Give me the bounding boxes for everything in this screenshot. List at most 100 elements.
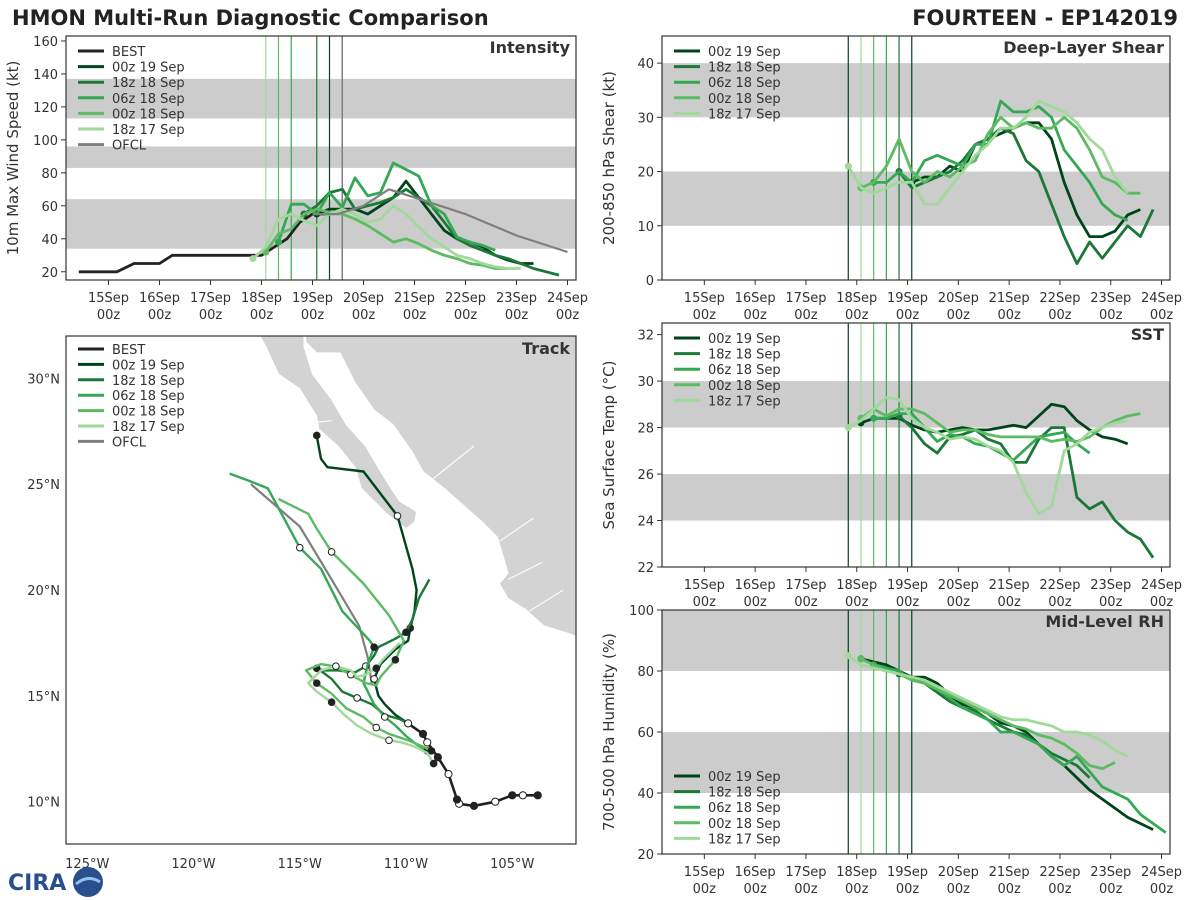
track-run-4-point-4 (385, 736, 393, 745)
track-run-3-point-20 (327, 548, 336, 556)
shear-ylabel: 200-850 hPa Shear (kt) (600, 71, 618, 245)
sst-xtick-hour-4: 00z (896, 595, 920, 610)
intensity-legend-label-3: 06z 18 Sep (112, 92, 185, 107)
intensity-ytick-label-2: 60 (41, 200, 58, 215)
intensity-legend-label-6: OFCL (112, 139, 147, 154)
intensity-xtick-day-7: 22Sep (445, 291, 486, 306)
shear-ytick-label-4: 40 (637, 57, 654, 72)
sst-xtick-day-0: 15Sep (684, 578, 725, 593)
intensity-frame (65, 35, 577, 281)
sst-xtick-hour-6: 00z (997, 595, 1021, 610)
rh-xtick-hour-3: 00z (845, 882, 869, 897)
rh-xtick-day-1: 16Sep (735, 865, 776, 880)
shear-series-4 (847, 99, 1129, 206)
rh-legend-label-3: 00z 18 Sep (708, 817, 781, 832)
rh-xtick-day-3: 18Sep (836, 865, 877, 880)
track-land-layer (259, 336, 576, 638)
track-run-4-point-12 (332, 662, 340, 671)
track-run-0-point-12 (393, 512, 402, 520)
sst-xtick-day-2: 17Sep (785, 578, 826, 593)
storm-id: FOURTEEN - EP142019 (912, 6, 1178, 30)
intensity-legend-label-2: 18z 18 Sep (112, 76, 185, 91)
rh-xtick-hour-4: 00z (896, 882, 920, 897)
intensity-legend-label-5: 18z 17 Sep (112, 123, 185, 138)
intensity-xtick-hour-3: 00z (250, 308, 274, 323)
rh-band-1 (662, 610, 1170, 671)
sst-series-2-start-point (870, 414, 878, 422)
rh-xtick-hour-1: 00z (743, 882, 767, 897)
shear-xtick-hour-0: 00z (693, 308, 717, 323)
shear-xtick-day-6: 21Sep (989, 291, 1030, 306)
shear-panel: 0 10 20 30 40 15Sep 00z 16Sep 00z 17Sep 00z 18Sep 00… (600, 35, 1182, 323)
sst-xtick-day-1: 16Sep (735, 578, 776, 593)
cira-globe-icon (73, 867, 103, 897)
state-border-0 (431, 445, 475, 481)
track-ytick-label-3: 25°N (27, 478, 60, 493)
shear-xtick-day-4: 19Sep (887, 291, 928, 306)
shear-series-3 (860, 115, 1141, 195)
intensity-ytick-label-5: 120 (33, 101, 58, 116)
track-best-point-1 (518, 791, 527, 800)
rh-series-4 (847, 654, 1129, 758)
track-best-point-6 (452, 795, 462, 804)
intensity-legend-label-4: 00z 18 Sep (112, 107, 185, 122)
track-run-3-point-16 (391, 656, 400, 664)
shear-xtick-hour-9: 00z (1150, 308, 1174, 323)
intensity-xtick-day-2: 17Sep (190, 291, 231, 306)
shear-xtick-hour-8: 00z (1099, 308, 1123, 323)
track-run-2 (229, 472, 428, 752)
track-run-4 (307, 642, 435, 765)
shear-panel-title: Deep-Layer Shear (1003, 38, 1164, 57)
shear-xtick-day-3: 18Sep (836, 291, 877, 306)
sst-xtick-hour-5: 00z (947, 595, 971, 610)
shear-ytick-label-2: 20 (637, 166, 654, 181)
state-border-1 (499, 517, 534, 542)
sst-series-1 (898, 414, 1155, 559)
rh-xtick-hour-2: 00z (794, 882, 818, 897)
intensity-ylabel: 10m Max Wind Speed (kt) (4, 61, 22, 256)
sst-xtick-hour-2: 00z (794, 595, 818, 610)
sst-panel-title: SST (1131, 325, 1164, 344)
sst-legend-label-3: 00z 18 Sep (708, 379, 781, 394)
intensity-series-4 (252, 204, 521, 270)
track-best-point-10 (418, 729, 428, 739)
sst-legend-label-0: 00z 19 Sep (708, 332, 781, 347)
sst-ytick-label-3: 28 (637, 422, 654, 437)
track-xtick-label-4: 105°W (490, 857, 534, 872)
shear-xtick-day-5: 20Sep (938, 291, 979, 306)
intensity-series-4-start-point (249, 255, 257, 263)
rh-xtick-hour-0: 00z (693, 882, 717, 897)
rh-xtick-hour-8: 00z (1099, 882, 1123, 897)
state-border-2 (507, 562, 543, 580)
baja-peninsula (259, 336, 418, 530)
intensity-xtick-hour-1: 00z (148, 308, 172, 323)
shear-series-4-start-point (844, 162, 852, 170)
rh-xtick-day-5: 20Sep (938, 865, 979, 880)
rh-legend-label-0: 00z 19 Sep (708, 770, 781, 785)
track-run-1-point-4 (353, 694, 361, 702)
rh-xtick-day-0: 15Sep (684, 865, 725, 880)
sst-xtick-day-5: 20Sep (938, 578, 979, 593)
track-best-point-2 (508, 791, 517, 800)
state-border-3 (528, 589, 564, 612)
track-run-3-point-4 (372, 723, 381, 732)
sst-ylabel: Sea Surface Temp (°C) (600, 360, 618, 529)
rh-xtick-day-9: 24Sep (1141, 865, 1182, 880)
rh-xtick-day-8: 23Sep (1090, 865, 1131, 880)
shear-ytick-label-0: 0 (646, 274, 654, 289)
sst-ytick-label-4: 30 (637, 375, 654, 390)
sst-ytick-label-0: 22 (637, 561, 654, 576)
intensity-series-3 (264, 207, 508, 270)
intensity-xtick-hour-2: 00z (199, 308, 223, 323)
rh-legend-label-1: 18z 18 Sep (708, 786, 781, 801)
shear-xtick-hour-6: 00z (997, 308, 1021, 323)
intensity-xtick-hour-7: 00z (454, 308, 478, 323)
intensity-band-2 (66, 78, 576, 119)
track-run-4-point-0 (429, 759, 438, 768)
sst-xtick-day-3: 18Sep (836, 578, 877, 593)
track-legend-label-1: 00z 19 Sep (112, 358, 185, 373)
sst-xtick-hour-3: 00z (845, 595, 869, 610)
rh-panel: 20 40 60 80 100 15Sep 00z 16Sep 00z 17Sep 00z 18Sep… (600, 604, 1182, 897)
track-legend-label-2: 18z 18 Sep (112, 374, 185, 389)
